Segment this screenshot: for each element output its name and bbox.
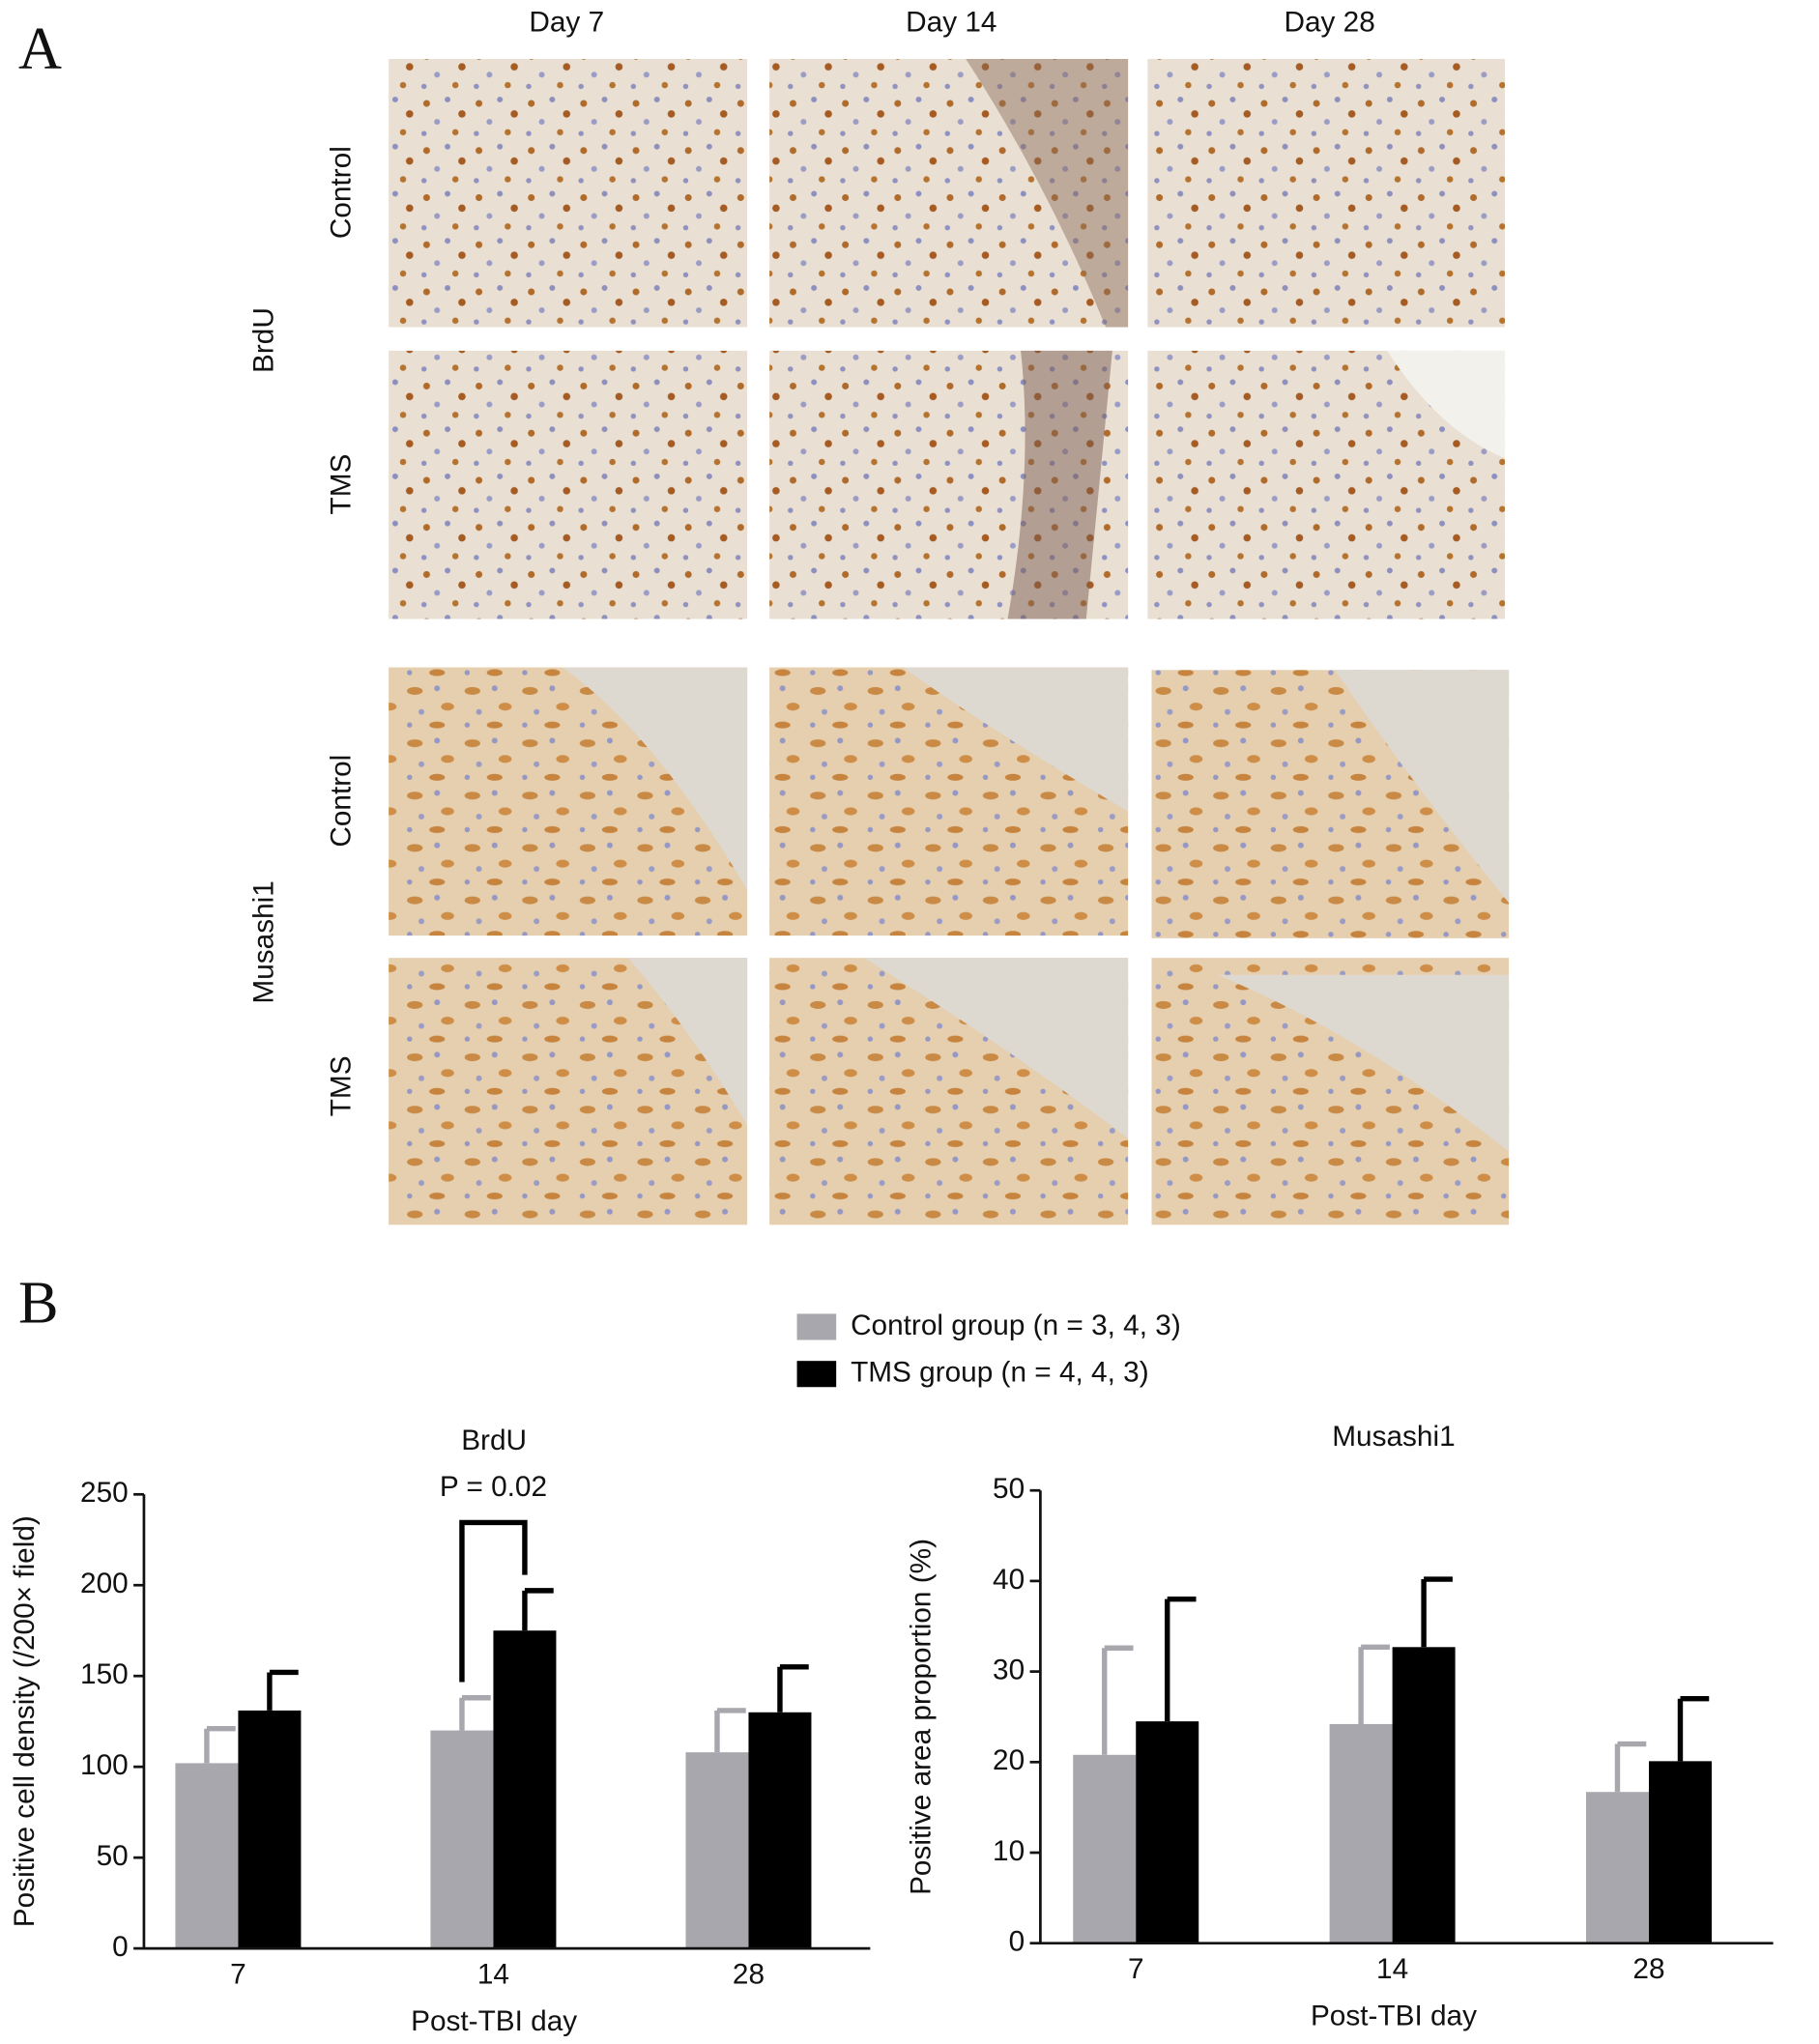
y-axis-label: Positive area proportion (%) xyxy=(905,1539,937,1895)
y-tick-label: 50 xyxy=(993,1473,1025,1505)
error-bar xyxy=(714,1708,746,1753)
y-tick-label: 20 xyxy=(993,1744,1025,1776)
column-header: Day 7 xyxy=(529,6,604,38)
error-bar xyxy=(1677,1696,1710,1762)
significance-bracket xyxy=(459,1519,528,1683)
bar xyxy=(685,1752,749,1949)
bar xyxy=(238,1710,302,1949)
x-axis-label: Post-TBI day xyxy=(1311,2001,1477,2032)
axis xyxy=(1039,1490,1774,1945)
tissue-band xyxy=(966,58,1129,328)
bar xyxy=(1585,1792,1649,1943)
y-tick-label: 0 xyxy=(112,1931,129,1963)
image xyxy=(389,350,748,619)
micrographs xyxy=(389,58,1510,1225)
chart-title: Musashi1 xyxy=(1332,1421,1455,1453)
bar xyxy=(1136,1721,1199,1943)
bar xyxy=(1392,1647,1456,1943)
background xyxy=(1335,670,1510,904)
background xyxy=(1387,350,1506,458)
bar xyxy=(430,1730,494,1949)
group-label: BrdU xyxy=(248,307,280,373)
error-bar xyxy=(1614,1741,1647,1793)
bar xyxy=(748,1712,812,1949)
column-header: Day 14 xyxy=(906,6,996,38)
y-tick-label: 30 xyxy=(993,1654,1025,1685)
y-tick-label: 40 xyxy=(993,1564,1025,1596)
background xyxy=(563,667,748,890)
image xyxy=(389,58,748,328)
row-label: Control xyxy=(326,755,358,848)
y-tick-label: 250 xyxy=(80,1477,129,1509)
panel-label: A xyxy=(18,16,62,82)
group-label: Musashi1 xyxy=(248,880,280,1003)
background xyxy=(863,958,1129,1139)
error-bar xyxy=(777,1664,809,1713)
error-bar xyxy=(1165,1596,1197,1722)
legend-swatch xyxy=(796,1361,837,1388)
x-axis-label: Post-TBI day xyxy=(411,2005,577,2037)
row-label: TMS xyxy=(326,454,358,515)
row-label: TMS xyxy=(326,1055,358,1116)
y-tick-label: 50 xyxy=(97,1840,129,1872)
image xyxy=(1147,58,1506,328)
row-label: Control xyxy=(326,146,358,239)
error-bar xyxy=(1358,1644,1390,1724)
error-bar xyxy=(204,1725,236,1764)
tissue-band xyxy=(1007,350,1112,619)
legend-label: Control group (n = 3, 4, 3) xyxy=(851,1310,1181,1341)
background xyxy=(627,958,748,1126)
x-tick-label: 14 xyxy=(1376,1953,1408,1985)
x-tick-label: 7 xyxy=(230,1958,246,1990)
background xyxy=(1217,974,1510,1152)
error-bar xyxy=(459,1695,491,1731)
error-bar xyxy=(1102,1645,1134,1755)
bar xyxy=(1329,1723,1393,1943)
axis xyxy=(142,1494,871,1950)
bar xyxy=(493,1630,557,1949)
error-bar xyxy=(1421,1576,1453,1648)
bar xyxy=(175,1763,239,1949)
y-tick-label: 0 xyxy=(1009,1926,1025,1958)
panel-label: B xyxy=(18,1270,59,1336)
annotation: P = 0.02 xyxy=(440,1471,547,1503)
y-tick-label: 200 xyxy=(80,1568,129,1599)
image xyxy=(769,58,1129,328)
y-axis-label: Positive cell density (/200× field) xyxy=(9,1515,41,1927)
column-header: Day 28 xyxy=(1284,6,1374,38)
bar xyxy=(1073,1754,1137,1943)
legend-swatch xyxy=(796,1313,837,1340)
y-tick-label: 150 xyxy=(80,1658,129,1690)
x-tick-label: 7 xyxy=(1128,1953,1144,1985)
bar xyxy=(1648,1761,1712,1943)
x-tick-label: 14 xyxy=(477,1958,509,1990)
chart-title: BrdU xyxy=(461,1425,527,1456)
x-tick-label: 28 xyxy=(733,1958,765,1990)
background xyxy=(903,667,1129,812)
y-tick-label: 10 xyxy=(993,1835,1025,1867)
error-bar xyxy=(267,1669,299,1711)
y-tick-label: 100 xyxy=(80,1749,129,1781)
x-tick-label: 28 xyxy=(1632,1953,1664,1985)
legend-label: TMS group (n = 4, 4, 3) xyxy=(851,1357,1149,1389)
error-bar xyxy=(522,1588,554,1631)
